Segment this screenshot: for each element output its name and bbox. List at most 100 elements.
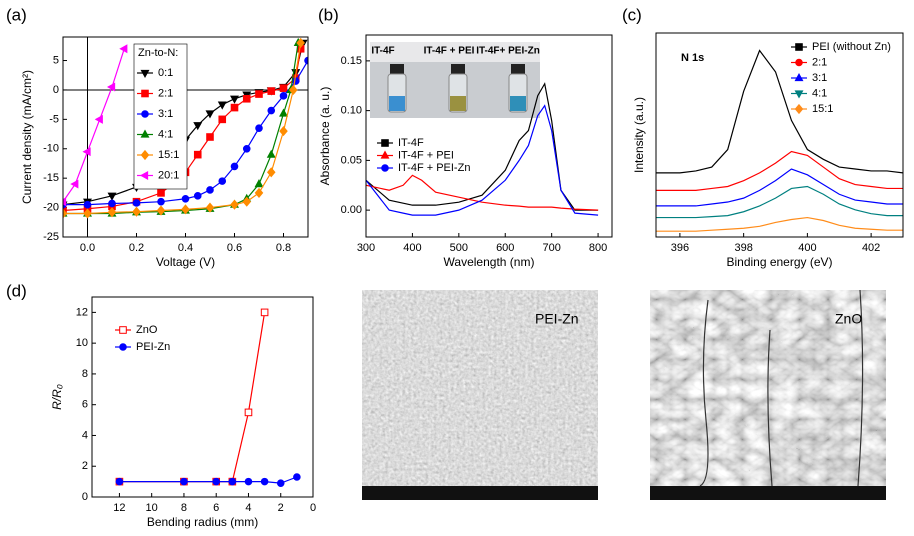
panel-label: (d) (6, 281, 27, 300)
series-line (119, 476, 298, 484)
marker (94, 114, 103, 124)
marker (63, 197, 67, 207)
marker (132, 199, 141, 207)
marker (279, 108, 288, 117)
legend-label: 0:1 (158, 67, 173, 79)
marker (380, 150, 390, 159)
x-tick-label: 0.6 (227, 242, 242, 254)
series-line (656, 185, 903, 219)
plot-frame (655, 32, 904, 238)
x-tick-label: 8 (181, 502, 187, 514)
panel: (d) 12 10 8 6 4 2 0 0 2 4 6 8 10 12 Bending radius (mm)… (6, 281, 316, 529)
inset-label: IT-4F (371, 46, 394, 57)
y-axis-label: Absorbance (a. u.) (318, 87, 332, 186)
x-axis-label: Binding energy (eV) (726, 255, 832, 269)
y-tick-label: 10 (76, 337, 88, 349)
marker (260, 477, 269, 486)
marker (267, 106, 276, 115)
vial (508, 64, 528, 113)
marker (206, 133, 214, 141)
x-tick-label: 600 (496, 242, 514, 254)
marker (230, 95, 239, 104)
sem-image: ZnO (650, 289, 886, 500)
marker (304, 56, 308, 65)
marker (132, 206, 141, 217)
marker (276, 479, 285, 487)
legend-label: 4:1 (812, 87, 827, 99)
series-group (115, 308, 301, 487)
sem-texture (362, 290, 598, 486)
marker (794, 90, 804, 99)
x-tick-label: 800 (589, 242, 607, 254)
x-tick-label: 300 (357, 242, 375, 254)
y-tick-label: 6 (82, 399, 88, 411)
y-tick-label: 5 (53, 54, 59, 66)
panel-label: (b) (318, 5, 339, 24)
marker (230, 103, 239, 112)
y-axis-label: Intensity (a.u.) (632, 97, 646, 173)
y-tick-label: 2 (82, 460, 88, 472)
legend-label: ZnO (136, 324, 158, 336)
marker (254, 187, 264, 198)
marker (140, 69, 150, 78)
marker (157, 189, 165, 197)
x-tick-label: 12 (113, 502, 125, 514)
x-tick-label: 400 (798, 242, 816, 254)
x-tick-label: 402 (862, 242, 880, 254)
x-axis-label: Bending radius (mm) (147, 515, 258, 529)
marker (217, 101, 227, 110)
sem-info-bar (362, 486, 598, 500)
legend-label: 3:1 (158, 108, 173, 120)
marker (244, 408, 253, 417)
panel: (c) 396 398 400 402 Binding energy (eV) Intens… (622, 5, 904, 269)
sem-info-bar (650, 486, 886, 500)
inset-label: IT-4F + PEI (424, 46, 475, 57)
x-tick-label: 396 (671, 242, 689, 254)
panel-label: (c) (622, 5, 642, 24)
marker (242, 196, 252, 207)
series-line (656, 216, 903, 232)
marker (795, 43, 803, 51)
legend-label: 2:1 (812, 56, 827, 68)
legend-label: IT-4F + PEI (398, 149, 454, 161)
marker (794, 103, 804, 115)
y-tick-label: 0 (53, 84, 59, 96)
marker (206, 186, 214, 194)
annotation: N 1s (681, 52, 704, 64)
marker (266, 167, 276, 178)
legend-label: 2:1 (158, 87, 173, 99)
plot-frame (365, 34, 613, 238)
marker (381, 164, 389, 172)
series-group (366, 82, 599, 216)
series-line (656, 168, 903, 207)
x-tick-label: 0.0 (80, 242, 95, 254)
x-tick-label: 0.8 (276, 242, 291, 254)
marker (279, 84, 288, 92)
marker (218, 115, 227, 124)
series-line (366, 104, 599, 216)
sem-label: ZnO (835, 311, 862, 327)
marker (242, 94, 251, 103)
marker (107, 192, 117, 201)
marker (212, 477, 221, 486)
series-line (656, 49, 903, 174)
marker (228, 477, 237, 486)
photo-label-strip (370, 42, 540, 62)
y-tick-label: -25 (43, 231, 59, 243)
marker (218, 177, 227, 185)
marker (141, 110, 149, 118)
series-group (63, 37, 308, 219)
y-tick-label: -15 (43, 172, 59, 184)
series-line (63, 60, 308, 206)
marker (255, 124, 263, 132)
marker (141, 89, 149, 98)
legend-label: 3:1 (812, 72, 827, 84)
marker (291, 77, 300, 85)
y-tick-label: 0 (82, 491, 88, 503)
marker (266, 149, 276, 158)
marker (181, 204, 190, 215)
sem-label: PEI-Zn (535, 311, 579, 327)
x-tick-label: 6 (213, 502, 219, 514)
crack (699, 289, 864, 487)
